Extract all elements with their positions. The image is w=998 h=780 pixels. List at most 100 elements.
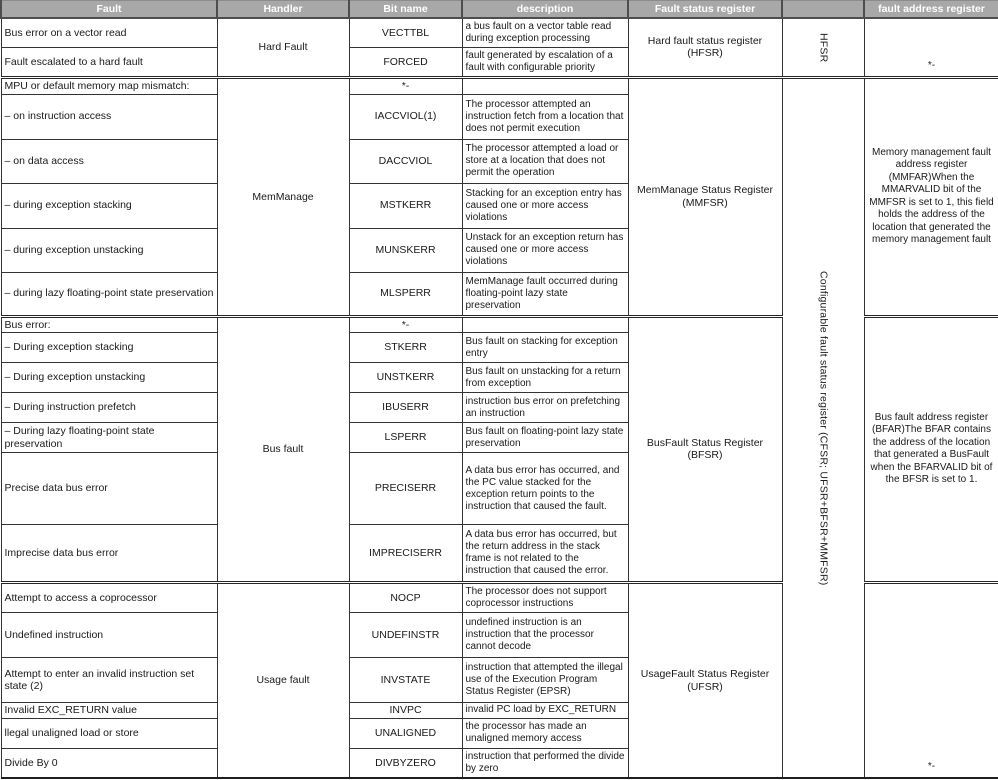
- fault-cell: Fault escalated to a hard fault: [0, 47, 218, 78]
- handler-cell: Hard Fault: [216, 17, 350, 78]
- bit-name-cell: UNSTKERR: [348, 362, 463, 393]
- fault-cell: – During exception unstacking: [0, 362, 218, 393]
- bit-name-cell: MSTKERR: [348, 182, 463, 229]
- header-row: Fault Handler Bit name description Fault…: [0, 0, 998, 19]
- table-row: – on data access DACCVIOL The processor …: [0, 138, 998, 184]
- col-header-description: description: [461, 0, 629, 19]
- status-register-cell: UsageFault Status Register (UFSR): [627, 581, 783, 779]
- fault-cell: – During exception stacking: [0, 332, 218, 363]
- fault-cell: – During instruction prefetch: [0, 392, 218, 423]
- status-register-cell: BusFault Status Register (BFSR): [627, 314, 783, 583]
- bit-name-cell: MUNSKERR: [348, 227, 463, 273]
- fault-cell: – during exception stacking: [0, 182, 218, 229]
- status-register-cell: Hard fault status register (HFSR): [627, 17, 783, 78]
- description-cell: fault generated by escalation of a fault…: [461, 47, 629, 78]
- description-cell: Bus fault on stacking for exception entr…: [461, 332, 629, 363]
- table-row: Bus error: Bus fault *- BusFault Status …: [0, 314, 998, 583]
- fault-cell: Invalid EXC_RETURN value: [0, 702, 218, 719]
- handler-cell: MemManage: [216, 76, 350, 317]
- bit-name-cell: IMPRECISERR: [348, 524, 463, 583]
- description-cell: instruction bus error on prefetching an …: [461, 392, 629, 423]
- table-row: Precise data bus error PRECISERR A data …: [0, 452, 998, 525]
- fault-cell: – on data access: [0, 138, 218, 184]
- handler-cell: Bus fault: [216, 314, 350, 583]
- table-row: Imprecise data bus error IMPRECISERR A d…: [0, 524, 998, 583]
- bit-name-cell: *-: [348, 314, 463, 333]
- table-row: Attempt to access a coprocessor Usage fa…: [0, 581, 998, 779]
- bit-name-cell: DIVBYZERO: [348, 747, 463, 779]
- fault-cell: llegal unaligned load or store: [0, 717, 218, 749]
- col-header-register-group: [781, 0, 865, 19]
- description-cell: Unstack for an exception return has caus…: [461, 227, 629, 273]
- description-cell: Stacking for an exception entry has caus…: [461, 182, 629, 229]
- description-cell: [461, 76, 629, 95]
- description-cell: The processor does not support coprocess…: [461, 581, 629, 613]
- bit-name-cell: DACCVIOL: [348, 138, 463, 184]
- table-row: – during exception stacking MSTKERR Stac…: [0, 182, 998, 229]
- fault-cell: Undefined instruction: [0, 612, 218, 658]
- col-header-fault: Fault: [0, 0, 218, 19]
- bit-name-cell: UNDEFINSTR: [348, 612, 463, 658]
- table-row: Fault escalated to a hard fault FORCED f…: [0, 47, 998, 78]
- table-row: – During instruction prefetch IBUSERR in…: [0, 392, 998, 423]
- table-row: Invalid EXC_RETURN value INVPC invalid P…: [0, 702, 998, 719]
- bit-name-cell: STKERR: [348, 332, 463, 363]
- fault-cell: Precise data bus error: [0, 452, 218, 525]
- fault-cell: – during exception unstacking: [0, 227, 218, 273]
- status-register-cell: MemManage Status Register (MMFSR): [627, 76, 783, 317]
- description-cell: Bus fault on floating-point lazy state p…: [461, 422, 629, 453]
- hfsr-vertical-label: HFSR: [817, 32, 830, 62]
- description-cell: MemManage fault occurred during floating…: [461, 271, 629, 317]
- fault-cell: Imprecise data bus error: [0, 524, 218, 583]
- table-row: Attempt to enter an invalid instruction …: [0, 657, 998, 703]
- fault-cell: Bus error on a vector read: [0, 17, 218, 48]
- description-cell: The processor attempted an instruction f…: [461, 93, 629, 140]
- table-row: MPU or default memory map mismatch: MemM…: [0, 76, 998, 779]
- fault-cell: – During lazy floating-point state prese…: [0, 422, 218, 453]
- description-cell: the processor has made an unaligned memo…: [461, 717, 629, 749]
- col-header-handler: Handler: [216, 0, 350, 19]
- description-cell: a bus fault on a vector table read durin…: [461, 17, 629, 48]
- bit-name-cell: INVPC: [348, 702, 463, 719]
- fault-cell: Bus error:: [0, 314, 218, 333]
- table-row: – During lazy floating-point state prese…: [0, 422, 998, 453]
- bit-name-cell: MLSPERR: [348, 271, 463, 317]
- description-cell: undefined instruction is an instruction …: [461, 612, 629, 658]
- description-cell: [461, 314, 629, 333]
- bit-name-cell: NOCP: [348, 581, 463, 613]
- address-register-cell: *-: [863, 581, 998, 779]
- fault-cell: Divide By 0: [0, 747, 218, 779]
- address-register-cell: *-: [863, 17, 998, 78]
- bit-name-cell: IACCVIOL(1): [348, 93, 463, 140]
- description-cell: invalid PC load by EXC_RETURN: [461, 702, 629, 719]
- bit-name-cell: FORCED: [348, 47, 463, 78]
- table-row: Bus error on a vector read Hard Fault VE…: [0, 17, 998, 78]
- address-register-cell: Memory management fault address register…: [863, 76, 998, 317]
- register-group-cell: HFSR: [781, 17, 865, 78]
- bit-name-cell: PRECISERR: [348, 452, 463, 525]
- bit-name-cell: VECTTBL: [348, 17, 463, 48]
- table-row: – during lazy floating-point state prese…: [0, 271, 998, 317]
- bit-name-cell: IBUSERR: [348, 392, 463, 423]
- cfsr-vertical-label: Configurable fault status register (CFSR…: [817, 270, 830, 586]
- table-row: llegal unaligned load or store UNALIGNED…: [0, 717, 998, 749]
- bit-name-cell: INVSTATE: [348, 657, 463, 703]
- fault-cell: – during lazy floating-point state prese…: [0, 271, 218, 317]
- table-row: Divide By 0 DIVBYZERO instruction that p…: [0, 747, 998, 779]
- table-row: – During exception unstacking UNSTKERR B…: [0, 362, 998, 393]
- bit-name-cell: *-: [348, 76, 463, 95]
- bit-name-cell: UNALIGNED: [348, 717, 463, 749]
- bit-name-cell: LSPERR: [348, 422, 463, 453]
- description-cell: The processor attempted a load or store …: [461, 138, 629, 184]
- handler-cell: Usage fault: [216, 581, 350, 779]
- description-cell: A data bus error has occurred, and the P…: [461, 452, 629, 525]
- description-cell: Bus fault on unstacking for a return fro…: [461, 362, 629, 393]
- description-cell: A data bus error has occurred, but the r…: [461, 524, 629, 583]
- description-cell: instruction that attempted the illegal u…: [461, 657, 629, 703]
- address-register-cell: Bus fault address register (BFAR)The BFA…: [863, 314, 998, 583]
- fault-cell: – on instruction access: [0, 93, 218, 140]
- col-header-fault-address-register: fault address register: [863, 0, 998, 19]
- fault-cell: Attempt to enter an invalid instruction …: [0, 657, 218, 703]
